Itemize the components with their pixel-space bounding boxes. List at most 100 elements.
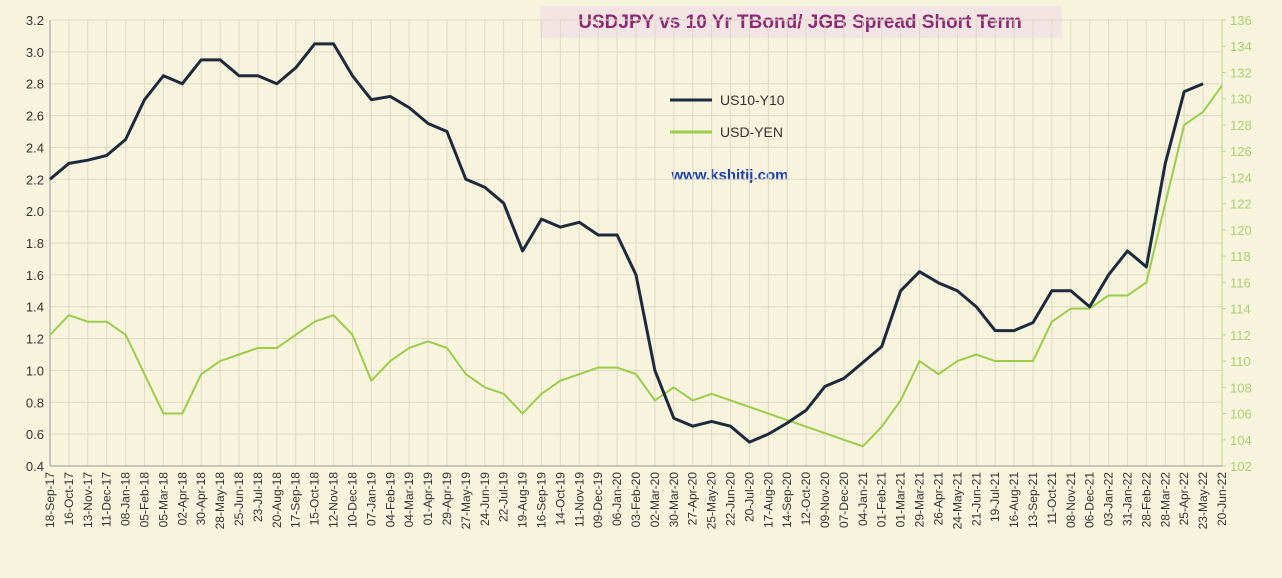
x-tick-label: 16-Aug-21 bbox=[1007, 472, 1021, 528]
x-tick-label: 03-Feb-20 bbox=[629, 472, 643, 528]
x-tick-label: 20-Jul-20 bbox=[742, 472, 756, 522]
y2-tick-label: 134 bbox=[1230, 39, 1252, 54]
y2-tick-label: 136 bbox=[1230, 13, 1252, 28]
x-tick-label: 09-Dec-19 bbox=[591, 472, 605, 528]
y-tick-label: 1.6 bbox=[26, 268, 44, 283]
x-tick-label: 06-Dec-21 bbox=[1083, 472, 1097, 528]
series-line bbox=[49, 42, 1204, 444]
x-tick-label: 07-Dec-20 bbox=[837, 472, 851, 528]
x-tick-label: 16-Sep-19 bbox=[534, 472, 548, 528]
y-tick-label: 2.4 bbox=[26, 140, 44, 155]
x-tick-label: 19-Aug-19 bbox=[516, 472, 530, 528]
x-tick-label: 23-Jul-18 bbox=[251, 472, 265, 522]
y-tick-label: 0.8 bbox=[26, 395, 44, 410]
x-tick-label: 27-Apr-20 bbox=[686, 472, 700, 526]
x-tick-label: 24-Jun-19 bbox=[478, 472, 492, 526]
x-tick-label: 22-Jul-19 bbox=[497, 472, 511, 522]
x-tick-label: 29-Mar-21 bbox=[913, 472, 927, 528]
y2-tick-label: 130 bbox=[1230, 92, 1252, 107]
x-tick-label: 06-Jan-20 bbox=[610, 472, 624, 526]
x-tick-label: 05-Feb-18 bbox=[138, 472, 152, 528]
x-tick-label: 08-Jan-18 bbox=[119, 472, 133, 526]
x-tick-label: 03-Jan-22 bbox=[1102, 472, 1116, 526]
y2-tick-label: 122 bbox=[1230, 197, 1252, 212]
y-tick-label: 3.0 bbox=[26, 45, 44, 60]
legend-label: US10-Y10 bbox=[720, 92, 785, 108]
y-tick-label: 0.6 bbox=[26, 427, 44, 442]
y2-tick-label: 118 bbox=[1230, 249, 1251, 264]
x-tick-label: 22-Jun-20 bbox=[724, 472, 738, 526]
y2-tick-label: 124 bbox=[1230, 170, 1252, 185]
x-tick-label: 12-Oct-20 bbox=[799, 472, 813, 526]
x-tick-label: 25-Jun-18 bbox=[232, 472, 246, 526]
y-tick-label: 1.0 bbox=[26, 363, 44, 378]
x-tick-label: 15-Oct-18 bbox=[308, 472, 322, 526]
y2-tick-label: 104 bbox=[1230, 433, 1252, 448]
x-tick-label: 12-Nov-18 bbox=[327, 472, 341, 528]
y2-tick-label: 108 bbox=[1230, 380, 1252, 395]
x-tick-label: 20-Jun-22 bbox=[1215, 472, 1229, 526]
y2-tick-label: 106 bbox=[1230, 407, 1252, 422]
x-tick-label: 05-Mar-18 bbox=[156, 472, 170, 528]
y2-tick-label: 132 bbox=[1230, 65, 1252, 80]
x-tick-label: 31-Jan-22 bbox=[1120, 472, 1134, 526]
x-tick-label: 28-May-18 bbox=[213, 472, 227, 530]
series-line bbox=[49, 85, 1223, 448]
title-box bbox=[540, 6, 1062, 38]
legend-label: USD-YEN bbox=[720, 124, 783, 140]
x-tick-label: 02-Apr-18 bbox=[175, 472, 189, 526]
y-tick-label: 1.2 bbox=[26, 332, 44, 347]
y2-tick-label: 120 bbox=[1230, 223, 1252, 238]
x-tick-label: 01-Mar-21 bbox=[894, 472, 908, 528]
x-tick-label: 08-Nov-21 bbox=[1064, 472, 1078, 528]
y2-tick-label: 110 bbox=[1230, 354, 1251, 369]
x-tick-label: 28-Feb-22 bbox=[1139, 472, 1153, 528]
y-tick-label: 0.4 bbox=[26, 459, 44, 474]
y-tick-label: 2.2 bbox=[26, 172, 44, 187]
x-tick-label: 11-Nov-19 bbox=[572, 472, 586, 527]
x-tick-label: 01-Feb-21 bbox=[875, 472, 889, 528]
x-tick-label: 07-Jan-19 bbox=[364, 472, 378, 526]
y2-tick-label: 126 bbox=[1230, 144, 1252, 159]
x-tick-label: 30-Mar-20 bbox=[667, 472, 681, 528]
x-tick-label: 19-Jul-21 bbox=[988, 472, 1002, 522]
y-tick-label: 1.8 bbox=[26, 236, 44, 251]
y2-tick-label: 116 bbox=[1230, 275, 1251, 290]
x-tick-label: 13-Sep-21 bbox=[1026, 472, 1040, 528]
y2-tick-label: 128 bbox=[1230, 118, 1252, 133]
x-tick-label: 25-May-20 bbox=[705, 472, 719, 530]
x-tick-label: 30-Apr-18 bbox=[194, 472, 208, 526]
x-tick-label: 20-Aug-18 bbox=[270, 472, 284, 528]
x-tick-label: 17-Aug-20 bbox=[761, 472, 775, 528]
x-tick-label: 09-Nov-20 bbox=[818, 472, 832, 528]
x-tick-label: 23-May-22 bbox=[1196, 472, 1210, 530]
x-tick-label: 11-Dec-17 bbox=[100, 472, 114, 527]
x-tick-label: 13-Nov-17 bbox=[81, 472, 95, 528]
x-tick-label: 14-Sep-20 bbox=[780, 472, 794, 528]
y-tick-label: 3.2 bbox=[26, 13, 44, 28]
y2-tick-label: 114 bbox=[1230, 302, 1251, 317]
x-tick-label: 02-Mar-20 bbox=[648, 472, 662, 528]
y-tick-label: 1.4 bbox=[26, 300, 44, 315]
x-tick-label: 16-Oct-17 bbox=[62, 472, 76, 526]
x-tick-label: 24-May-21 bbox=[950, 472, 964, 530]
annotation: www.kshitij.com bbox=[671, 167, 789, 184]
y-tick-label: 2.0 bbox=[26, 204, 44, 219]
x-tick-label: 11-Oct-21 bbox=[1045, 472, 1059, 525]
y-tick-label: 2.8 bbox=[26, 77, 44, 92]
x-tick-label: 27-May-19 bbox=[459, 472, 473, 530]
x-tick-label: 17-Sep-18 bbox=[289, 472, 303, 528]
x-tick-label: 10-Dec-18 bbox=[345, 472, 359, 528]
x-tick-label: 14-Oct-19 bbox=[553, 472, 567, 526]
x-tick-label: 21-Jun-21 bbox=[969, 472, 983, 526]
chart-title: USDJPY vs 10 Yr TBond/ JGB Spread Short … bbox=[578, 12, 1021, 33]
x-tick-label: 04-Jan-21 bbox=[856, 472, 870, 526]
x-tick-label: 29-Apr-19 bbox=[440, 472, 454, 526]
x-tick-label: 01-Apr-19 bbox=[421, 472, 435, 526]
y2-tick-label: 102 bbox=[1230, 459, 1252, 474]
x-tick-label: 04-Feb-19 bbox=[383, 472, 397, 528]
x-tick-label: 25-Apr-22 bbox=[1177, 472, 1191, 526]
y-tick-label: 2.6 bbox=[26, 109, 44, 124]
